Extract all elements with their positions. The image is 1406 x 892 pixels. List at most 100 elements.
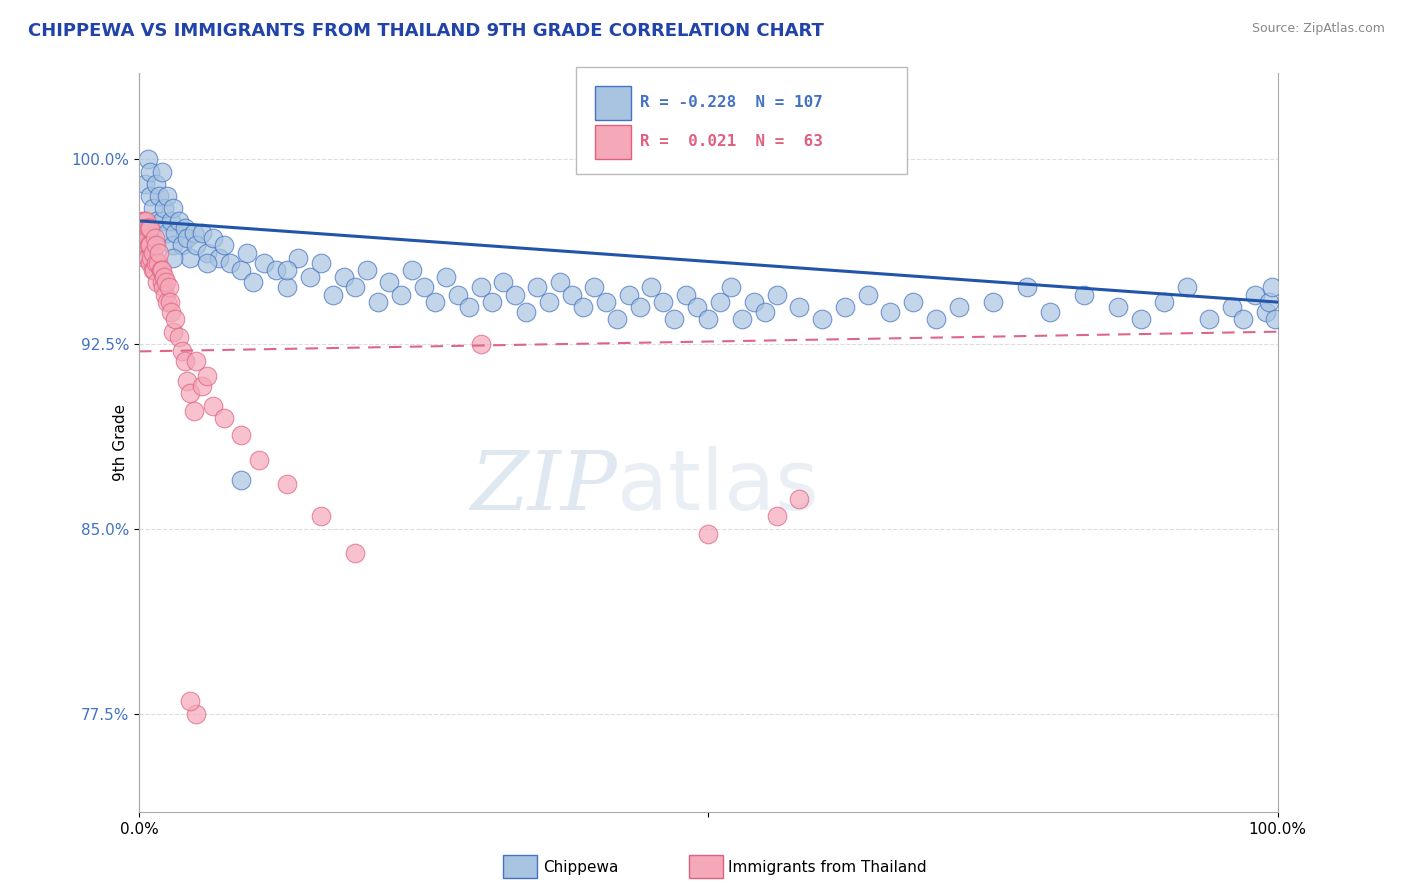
Point <box>1256 305 1278 319</box>
Point <box>155 276 177 290</box>
Point <box>138 221 160 235</box>
Point <box>146 276 169 290</box>
Point <box>720 280 742 294</box>
Point <box>333 270 356 285</box>
Point <box>423 295 446 310</box>
Point <box>1039 305 1062 319</box>
Point <box>572 300 595 314</box>
Point <box>142 263 165 277</box>
Point <box>731 312 754 326</box>
Point <box>135 231 157 245</box>
Point <box>276 263 298 277</box>
Point <box>195 369 218 384</box>
Point <box>156 295 179 310</box>
Point <box>1232 312 1254 326</box>
Point <box>162 325 184 339</box>
Point <box>617 287 640 301</box>
Point <box>948 300 970 314</box>
Point <box>173 221 195 235</box>
Point <box>145 177 167 191</box>
Point <box>176 374 198 388</box>
Point <box>247 452 270 467</box>
Point <box>162 202 184 216</box>
Point <box>309 509 332 524</box>
Point <box>1220 300 1243 314</box>
Point <box>1175 280 1198 294</box>
Point <box>201 231 224 245</box>
Point <box>160 305 183 319</box>
Point <box>1244 287 1267 301</box>
Point <box>470 280 492 294</box>
Point <box>167 329 190 343</box>
Point <box>1017 280 1039 294</box>
Point <box>201 399 224 413</box>
Point <box>136 231 159 245</box>
Point <box>447 287 470 301</box>
Point <box>150 263 173 277</box>
Point <box>184 354 207 368</box>
Point <box>1264 312 1286 326</box>
Point <box>503 287 526 301</box>
Point <box>344 546 367 560</box>
Point <box>153 270 176 285</box>
Point <box>742 295 765 310</box>
Point <box>153 287 176 301</box>
Point <box>190 226 212 240</box>
Point <box>628 300 651 314</box>
Point <box>231 473 253 487</box>
Point <box>481 295 503 310</box>
Point <box>356 263 378 277</box>
Point <box>183 226 205 240</box>
Point <box>179 251 201 265</box>
Point <box>811 312 834 326</box>
Point <box>162 251 184 265</box>
Point <box>231 263 253 277</box>
Point <box>436 270 458 285</box>
Point <box>765 287 787 301</box>
Point <box>1130 312 1153 326</box>
Point <box>401 263 423 277</box>
Point <box>143 231 166 245</box>
Point <box>159 295 181 310</box>
Point <box>132 214 155 228</box>
Point <box>162 238 184 252</box>
Point <box>157 280 180 294</box>
Point <box>903 295 925 310</box>
Point <box>298 270 321 285</box>
Point <box>141 251 163 265</box>
Point <box>134 251 156 265</box>
Text: CHIPPEWA VS IMMIGRANTS FROM THAILAND 9TH GRADE CORRELATION CHART: CHIPPEWA VS IMMIGRANTS FROM THAILAND 9TH… <box>28 22 824 40</box>
Point <box>132 231 155 245</box>
Point <box>754 305 776 319</box>
Point <box>697 526 720 541</box>
Point <box>156 226 179 240</box>
Text: Chippewa: Chippewa <box>543 860 619 874</box>
Point <box>236 245 259 260</box>
Text: R = -0.228  N = 107: R = -0.228 N = 107 <box>640 95 823 110</box>
Text: Source: ZipAtlas.com: Source: ZipAtlas.com <box>1251 22 1385 36</box>
Point <box>458 300 481 314</box>
Point <box>789 300 811 314</box>
Point <box>129 226 152 240</box>
Point <box>139 238 162 252</box>
Text: R =  0.021  N =  63: R = 0.021 N = 63 <box>640 135 823 149</box>
Point <box>145 214 167 228</box>
Point <box>492 276 515 290</box>
Point <box>136 251 159 265</box>
Point <box>183 403 205 417</box>
Point <box>309 256 332 270</box>
Point <box>139 164 162 178</box>
Point <box>583 280 606 294</box>
Point <box>136 238 159 252</box>
Point <box>548 276 571 290</box>
Point <box>1107 300 1129 314</box>
Point <box>165 312 187 326</box>
Point <box>131 238 153 252</box>
Point <box>135 214 157 228</box>
Point <box>160 214 183 228</box>
Point <box>179 386 201 401</box>
Point <box>139 221 162 235</box>
Point <box>231 428 253 442</box>
Point <box>264 263 287 277</box>
Point <box>184 238 207 252</box>
